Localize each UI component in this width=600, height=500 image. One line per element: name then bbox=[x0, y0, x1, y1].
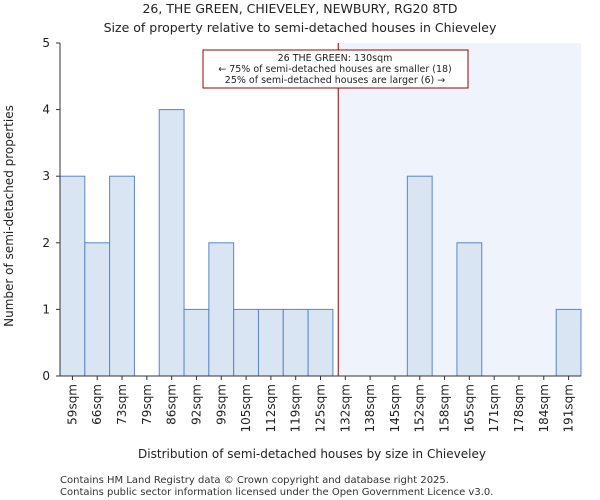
bar-59sqm bbox=[59, 175, 86, 377]
bars-group bbox=[59, 109, 582, 377]
bar-105sqm bbox=[233, 308, 259, 377]
annotation-larger: 25% of semi-detached houses are larger (… bbox=[225, 75, 445, 86]
x-tick-label-119sqm: 119sqm bbox=[289, 384, 303, 432]
annotation-title: 26 THE GREEN: 130sqm bbox=[278, 53, 393, 64]
x-axis-ticks: 59sqm 66sqm 73sqm 79sqm 86sqm 92sqm 99sqm 105sq… bbox=[65, 376, 576, 432]
x-tick-label-178sqm: 178sqm bbox=[512, 384, 526, 432]
x-tick-label-152sqm: 152sqm bbox=[413, 384, 427, 432]
x-tick-label-125sqm: 125sqm bbox=[314, 384, 328, 432]
bar-86sqm bbox=[158, 109, 185, 377]
bar-112sqm bbox=[257, 308, 284, 377]
y-tick-label-1: 1 bbox=[42, 302, 50, 316]
y-tick-label-3: 3 bbox=[42, 169, 50, 183]
bar-92sqm bbox=[183, 308, 210, 377]
annotation-smaller: ← 75% of semi-detached houses are smalle… bbox=[218, 64, 452, 75]
x-tick-label-158sqm: 158sqm bbox=[438, 384, 452, 432]
y-tick-label-0: 0 bbox=[42, 369, 50, 383]
x-tick-label-171sqm: 171sqm bbox=[487, 384, 501, 432]
x-tick-label-165sqm: 165sqm bbox=[462, 384, 476, 432]
chart-title: 26, THE GREEN, CHIEVELEY, NEWBURY, RG20 … bbox=[142, 1, 457, 16]
x-tick-label-66sqm: 66sqm bbox=[90, 384, 104, 425]
x-tick-label-138sqm: 138sqm bbox=[363, 384, 377, 432]
bar-119sqm bbox=[282, 308, 309, 377]
bar-152sqm bbox=[406, 175, 433, 377]
bar-125sqm bbox=[307, 308, 334, 377]
x-axis-label: Distribution of semi-detached houses by … bbox=[138, 447, 486, 461]
bar-66sqm bbox=[84, 242, 111, 377]
bar-191sqm bbox=[555, 308, 582, 377]
footer-line-1: Contains HM Land Registry data © Crown c… bbox=[60, 475, 449, 486]
annotation-frame bbox=[202, 49, 469, 89]
y-axis-ticks: 0 1 2 3 4 5 bbox=[42, 36, 60, 383]
x-tick-label-73sqm: 73sqm bbox=[115, 384, 129, 425]
bar-73sqm bbox=[109, 175, 135, 377]
x-tick-label-86sqm: 86sqm bbox=[165, 384, 179, 425]
y-tick-label-4: 4 bbox=[42, 103, 50, 117]
y-tick-label-5: 5 bbox=[42, 36, 50, 50]
annotation-box: 26 THE GREEN: 130sqm ← 75% of semi-detac… bbox=[202, 49, 469, 89]
bar-165sqm bbox=[456, 242, 483, 377]
x-tick-label-105sqm: 105sqm bbox=[239, 384, 253, 432]
y-tick-label-2: 2 bbox=[42, 236, 50, 250]
x-tick-label-191sqm: 191sqm bbox=[562, 384, 576, 432]
x-tick-label-132sqm: 132sqm bbox=[338, 384, 352, 432]
bar-99sqm bbox=[208, 242, 235, 377]
chart-subtitle: Size of property relative to semi-detach… bbox=[104, 20, 497, 35]
x-tick-label-99sqm: 99sqm bbox=[214, 384, 228, 425]
x-tick-label-59sqm: 59sqm bbox=[65, 384, 79, 425]
x-tick-label-92sqm: 92sqm bbox=[189, 384, 203, 425]
x-tick-label-79sqm: 79sqm bbox=[140, 384, 154, 425]
x-tick-label-145sqm: 145sqm bbox=[388, 384, 402, 432]
footer-line-2: Contains public sector information licen… bbox=[60, 487, 493, 498]
y-axis-label: Number of semi-detached properties bbox=[2, 105, 16, 327]
x-tick-label-112sqm: 112sqm bbox=[264, 384, 278, 432]
x-tick-label-184sqm: 184sqm bbox=[537, 384, 551, 432]
